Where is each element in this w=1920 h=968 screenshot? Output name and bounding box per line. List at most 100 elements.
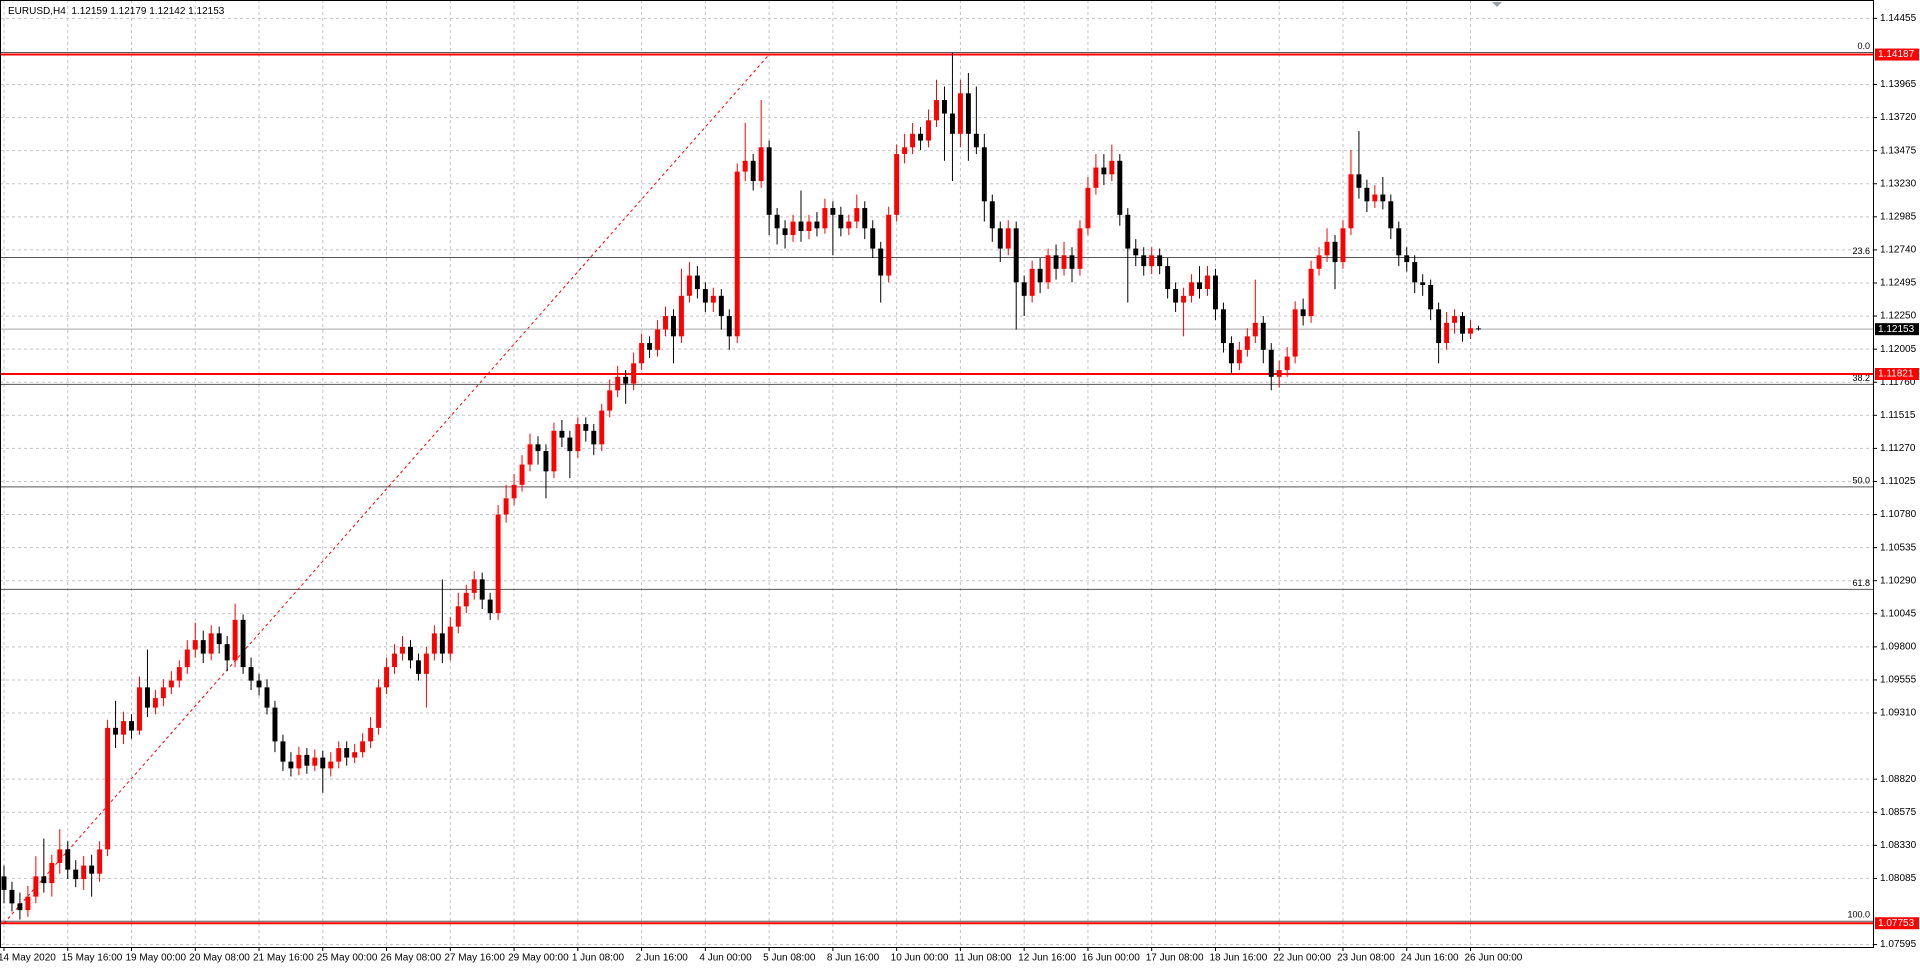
price-label: 1.14187 <box>1878 49 1915 60</box>
candle-body <box>519 464 525 485</box>
y-tick-label: 1.08330 <box>1880 840 1917 851</box>
candle-body <box>9 889 15 904</box>
candle-body <box>423 653 429 674</box>
candle-body <box>25 896 31 911</box>
candle-body <box>957 93 963 134</box>
candle-body <box>240 619 246 668</box>
price-label-bg <box>1875 917 1919 930</box>
candle-body <box>1197 282 1202 290</box>
price-label: 1.07753 <box>1878 918 1915 929</box>
candle-body <box>1181 295 1187 303</box>
x-tick-label: 19 May 00:00 <box>126 953 187 964</box>
candle-body <box>862 208 868 229</box>
x-tick-label: 15 May 16:00 <box>62 953 123 964</box>
candle-body <box>1380 194 1386 202</box>
candle-body <box>1053 255 1059 269</box>
candle-body <box>1173 289 1179 303</box>
candle-body <box>89 865 95 874</box>
y-tick-label: 1.12005 <box>1880 344 1917 355</box>
price-label: 1.11821 <box>1878 369 1914 380</box>
x-tick-label: 1 Jun 08:00 <box>572 953 625 964</box>
candle-body <box>894 154 900 215</box>
candle-body <box>878 248 884 276</box>
x-tick-label: 16 Jun 00:00 <box>1082 953 1140 964</box>
close: 1.12153 <box>188 6 225 17</box>
candle-body <box>973 133 979 148</box>
fib-level-label: 0.0 <box>1857 41 1870 51</box>
candle-body <box>1069 255 1075 269</box>
candle-body <box>1244 336 1250 350</box>
candle-body <box>599 410 605 445</box>
x-tick-label: 23 Jun 08:00 <box>1337 953 1395 964</box>
candle-body <box>902 147 908 155</box>
candle-body <box>17 903 23 911</box>
candle-body <box>160 687 166 699</box>
candle-body <box>981 147 987 202</box>
candle-body <box>336 748 342 762</box>
candle-body <box>790 221 796 236</box>
y-tick-label: 1.08085 <box>1880 873 1917 884</box>
candle-body <box>726 316 732 337</box>
y-tick-label: 1.10290 <box>1880 575 1917 586</box>
candle-body <box>1212 275 1218 310</box>
candle-body <box>431 633 437 654</box>
fib-level-label: 50.0 <box>1852 475 1870 485</box>
candle-body <box>1005 228 1011 249</box>
candle-body <box>926 120 932 141</box>
fib-level-label: 61.8 <box>1852 578 1870 588</box>
candle-body <box>224 644 230 661</box>
high: 1.12179 <box>110 6 147 17</box>
candle-body <box>1093 167 1099 188</box>
candle-body <box>623 376 629 384</box>
candle-body <box>575 424 581 452</box>
y-tick-label: 1.09800 <box>1880 642 1917 653</box>
candle-body <box>1260 322 1266 350</box>
candle-body <box>1101 167 1107 175</box>
candle-body <box>1444 322 1450 344</box>
y-tick-label: 1.10535 <box>1880 542 1917 553</box>
candle-body <box>1165 266 1171 290</box>
candle-body <box>1013 228 1019 283</box>
candle-body <box>1356 174 1362 188</box>
candle-body <box>910 133 916 148</box>
candle-body <box>663 316 668 330</box>
candle-body <box>272 707 278 742</box>
y-tick-label: 1.08575 <box>1880 807 1917 818</box>
candle-body <box>73 869 79 880</box>
candle-body <box>997 228 1003 249</box>
candle-body <box>1324 241 1330 256</box>
x-tick-label: 10 Jun 00:00 <box>891 953 949 964</box>
candle-body <box>1061 255 1067 269</box>
candle-body <box>846 221 852 229</box>
x-tick-label: 18 Jun 16:00 <box>1209 953 1267 964</box>
y-tick-label: 1.09310 <box>1880 708 1917 719</box>
candle-body <box>806 221 812 232</box>
candle-body <box>360 741 366 753</box>
y-tick-label: 1.12250 <box>1880 311 1917 322</box>
candle-body <box>447 626 453 654</box>
candle-body <box>168 680 174 688</box>
candle-body <box>1412 262 1418 283</box>
candle-body <box>854 208 860 222</box>
y-tick-label: 1.10780 <box>1880 509 1917 520</box>
candle-body <box>1420 282 1426 286</box>
candle-body <box>718 295 724 317</box>
candle-body <box>1 876 7 890</box>
candle-body <box>384 667 390 688</box>
candle-body <box>152 698 158 708</box>
candle-body <box>1372 194 1378 202</box>
candle-body <box>838 214 844 229</box>
candle-body <box>1436 309 1442 344</box>
candle-body <box>232 619 238 661</box>
candle-body <box>312 757 318 766</box>
candle-body <box>1021 282 1027 296</box>
candle-body <box>129 721 134 731</box>
candle-body <box>1141 255 1147 267</box>
x-tick-label: 12 Jun 16:00 <box>1018 953 1076 964</box>
candle-body <box>678 295 684 337</box>
x-tick-label: 26 May 08:00 <box>381 953 442 964</box>
candle-body <box>1228 343 1234 364</box>
candle-body <box>782 228 788 236</box>
x-tick-label: 5 Jun 08:00 <box>763 953 816 964</box>
candle-body <box>1085 187 1091 229</box>
